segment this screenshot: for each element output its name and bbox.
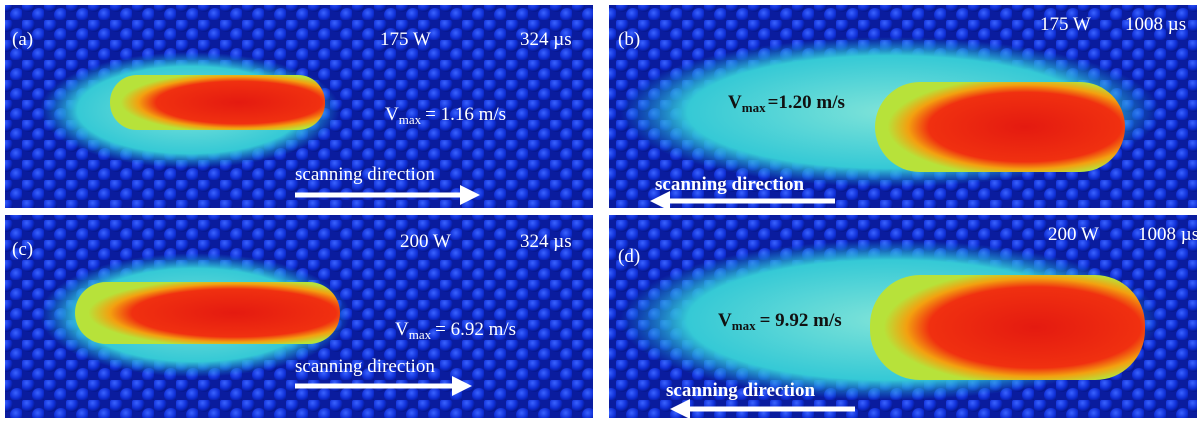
time: 1008 µs [1138,224,1199,245]
text: V [395,319,409,340]
panel: (c) 200 W 324 µs Vmax= 6.92 m/s scanning… [5,215,593,418]
time: 1008 µs [1125,14,1186,35]
panel: (d) 200 W 1008 µs Vmax = 9.92 m/s scannin… [609,215,1199,418]
text: max [399,112,422,127]
power: 200 W [400,231,451,252]
scanning-direction: scanning direction [655,174,804,195]
text: max [742,100,766,115]
time: 324 µs [520,29,572,50]
figure: (a) 175 W 324 µs Vmax= 1.16 m/s scanning… [0,0,1202,421]
text: V [728,92,742,113]
text: = 6.92 m/s [435,319,516,340]
panel: (a) 175 W 324 µs Vmax= 1.16 m/s scanning… [5,5,593,208]
panel-label: (b) [618,29,640,50]
text: = 9.92 m/s [760,310,842,331]
scanning-direction: scanning direction [295,164,435,185]
power: 175 W [1040,14,1091,35]
text: max [409,327,432,342]
scanning-direction: scanning direction [295,356,435,377]
text: = 1.16 m/s [425,104,506,125]
text: max [732,318,756,333]
panel-label: (c) [12,239,33,260]
power: 175 W [380,29,431,50]
panel-label: (d) [618,246,640,267]
text: V [385,104,399,125]
panel-label: (a) [12,29,33,50]
panel: (b) 175 W 1008 µs Vmax=1.20 m/s scanning… [609,5,1197,208]
time: 324 µs [520,231,572,252]
scanning-direction: scanning direction [666,380,815,401]
text: =1.20 m/s [768,92,845,113]
text: V [718,310,732,331]
power: 200 W [1048,224,1099,245]
